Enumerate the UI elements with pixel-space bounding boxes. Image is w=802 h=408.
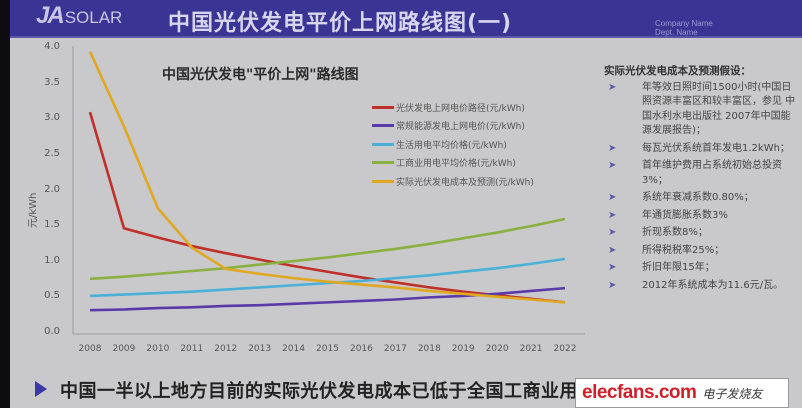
x-tick-label: 2015 bbox=[316, 344, 339, 354]
assumption-text: 2012年系统成本为11.6元/瓦。 bbox=[642, 279, 784, 291]
x-tick-label: 2017 bbox=[383, 344, 407, 354]
legend-label: 生活用电平均价格(元/kWh) bbox=[396, 140, 507, 151]
logo-solar: SOLAR bbox=[64, 8, 123, 27]
ja-solar-logo: JA SOLAR bbox=[36, 2, 122, 30]
legend-item: 工商业用电平均价格(元/kWh) bbox=[372, 154, 534, 173]
chart-area: 中国光伏发电"平价上网"路线图 元/kWh 0.0 0.5 1.0 1.5 2.0 2.5… bbox=[10, 38, 600, 358]
slide: JA SOLAR 中国光伏发电平价上网路线图(一) Company Name De… bbox=[10, 0, 802, 408]
x-tick-label: 2016 bbox=[349, 344, 373, 354]
assumption-item: ➤ 2012年系统成本为11.6元/瓦。 bbox=[600, 279, 800, 294]
y-tick-label: 1.5 bbox=[44, 219, 60, 231]
watermark-cn: 电子发烧友 bbox=[702, 386, 763, 401]
watermark-brand: elecfans.com bbox=[582, 382, 697, 403]
x-tick-label: 2019 bbox=[451, 344, 475, 354]
assumptions-list: ➤ 年等效日照时间1500小时(中国日照资源丰富区和较丰富区，参见 中国水利水电出… bbox=[600, 81, 800, 294]
x-tick-label: 2020 bbox=[485, 344, 509, 354]
legend-item: 常规能源发电上网电价(元/kWh) bbox=[372, 117, 534, 136]
legend-label: 常规能源发电上网电价(元/kWh) bbox=[396, 122, 525, 133]
y-tick-label: 2.0 bbox=[44, 183, 60, 195]
assumption-text: 折旧年限15年； bbox=[642, 262, 715, 273]
line-chart bbox=[72, 46, 585, 335]
assumption-text: 所得税税率25%； bbox=[642, 244, 725, 256]
y-tick-label: 1.0 bbox=[44, 254, 60, 266]
bullet-arrow-icon: ➤ bbox=[608, 227, 617, 238]
y-tick-label: 0.0 bbox=[44, 326, 60, 337]
slide-header: JA SOLAR 中国光伏发电平价上网路线图(一) Company Name De… bbox=[10, 0, 802, 38]
y-tick-label: 2.5 bbox=[44, 147, 60, 159]
bullet-arrow-icon: ➤ bbox=[608, 279, 617, 291]
x-tick-label: 2021 bbox=[519, 344, 543, 354]
bullet-arrow-icon: ➤ bbox=[608, 209, 617, 221]
assumption-item: ➤ 年通货膨胀系数3% bbox=[600, 209, 800, 224]
slide-title: 中国光伏发电平价上网路线图(一) bbox=[168, 11, 513, 36]
legend-swatch bbox=[372, 142, 394, 146]
legend-swatch bbox=[372, 161, 394, 165]
assumption-item: ➤ 折现系数8%； bbox=[600, 226, 800, 241]
footer-text: 中国一半以上地方目前的实际光伏发电成本已低于全国工商业用电平均电价 bbox=[60, 381, 671, 402]
logo-ja: JA bbox=[36, 2, 65, 29]
chart-legend: 光伏发电上网电价路径(元/kWh) 常规能源发电上网电价(元/kWh) 生活用电平均… bbox=[372, 98, 534, 191]
bullet-arrow-icon: ➤ bbox=[608, 244, 617, 256]
x-tick-label: 2008 bbox=[78, 344, 102, 354]
legend-label: 光伏发电上网电价路径(元/kWh) bbox=[396, 103, 525, 114]
y-tick-label: 4.0 bbox=[44, 41, 60, 52]
series-line-4 bbox=[88, 51, 566, 304]
assumptions-panel: 实际光伏发电成本及预测假设： ➤ 年等效日照时间1500小时(中国日照资源丰富区和… bbox=[600, 64, 800, 296]
assumption-item: ➤ 每瓦光伏系统首年发电1.2kWh； bbox=[600, 142, 800, 157]
assumption-text: 首年维护费用占系统初始总投资3%； bbox=[642, 160, 782, 186]
bullet-arrow-icon: ➤ bbox=[608, 192, 617, 203]
legend-item: 实际光伏发电成本及预测(元/kWh) bbox=[372, 172, 534, 191]
series-line-2 bbox=[89, 257, 566, 298]
legend-item: 生活用电平均价格(元/kWh) bbox=[372, 135, 534, 154]
y-tick-label: 3.0 bbox=[44, 112, 60, 124]
x-tick-label: 2014 bbox=[282, 344, 306, 354]
series-line-3 bbox=[89, 217, 566, 281]
x-tick-label: 2010 bbox=[146, 344, 170, 354]
bullet-arrow-icon: ➤ bbox=[608, 142, 617, 154]
x-tick-label: 2018 bbox=[417, 344, 441, 354]
legend-label: 实际光伏发电成本及预测(元/kWh) bbox=[396, 177, 534, 188]
assumption-item: ➤ 所得税税率25%； bbox=[600, 244, 800, 259]
bullet-arrow-icon: ➤ bbox=[608, 262, 617, 273]
company-name: Company Name bbox=[655, 19, 713, 28]
bullet-triangle-icon bbox=[35, 381, 47, 397]
dept-name: Dept. Name bbox=[655, 28, 698, 37]
assumption-item: ➤ 系统年衰减系数0.80%； bbox=[600, 191, 800, 206]
assumption-text: 折现系数8%； bbox=[642, 227, 708, 238]
assumptions-title: 实际光伏发电成本及预测假设： bbox=[604, 65, 751, 77]
x-tick-label: 2011 bbox=[180, 344, 204, 354]
series-lines bbox=[88, 51, 566, 312]
assumption-text: 年通货膨胀系数3% bbox=[642, 209, 728, 221]
x-tick-label: 2013 bbox=[248, 344, 272, 354]
watermark: elecfans.com 电子发烧友 bbox=[575, 378, 789, 408]
company-info: Company Name Dept. Name bbox=[655, 19, 713, 37]
legend-swatch bbox=[372, 179, 394, 183]
bullet-arrow-icon: ➤ bbox=[608, 160, 617, 171]
x-tick-label: 2012 bbox=[214, 344, 238, 354]
assumption-item: ➤ 折旧年限15年； bbox=[600, 261, 800, 276]
footer-callout: 中国一半以上地方目前的实际光伏发电成本已低于全国工商业用电平均电价 bbox=[10, 372, 802, 408]
assumption-text: 年等效日照时间1500小时(中国日照资源丰富区和较丰富区，参见 中国水利水电出版… bbox=[642, 81, 796, 137]
legend-label: 工商业用电平均价格(元/kWh) bbox=[396, 159, 516, 170]
x-tick-label: 2009 bbox=[112, 344, 136, 354]
legend-swatch bbox=[372, 124, 394, 128]
assumption-item: ➤ 首年维护费用占系统初始总投资3%； bbox=[600, 159, 800, 188]
bullet-arrow-icon: ➤ bbox=[608, 81, 617, 93]
assumption-text: 每瓦光伏系统首年发电1.2kWh； bbox=[642, 142, 790, 154]
series-line-1 bbox=[89, 286, 566, 312]
y-axis-title: 元/kWh bbox=[28, 192, 39, 228]
y-tick-label: 0.5 bbox=[44, 290, 60, 302]
legend-swatch bbox=[372, 105, 394, 109]
y-tick-label: 3.5 bbox=[44, 76, 60, 88]
assumption-item: ➤ 年等效日照时间1500小时(中国日照资源丰富区和较丰富区，参见 中国水利水电出… bbox=[600, 81, 800, 139]
assumption-text: 系统年衰减系数0.80%； bbox=[642, 192, 754, 203]
chart-title: 中国光伏发电"平价上网"路线图 bbox=[162, 67, 359, 83]
legend-item: 光伏发电上网电价路径(元/kWh) bbox=[372, 98, 534, 117]
x-tick-label: 2022 bbox=[553, 344, 577, 354]
